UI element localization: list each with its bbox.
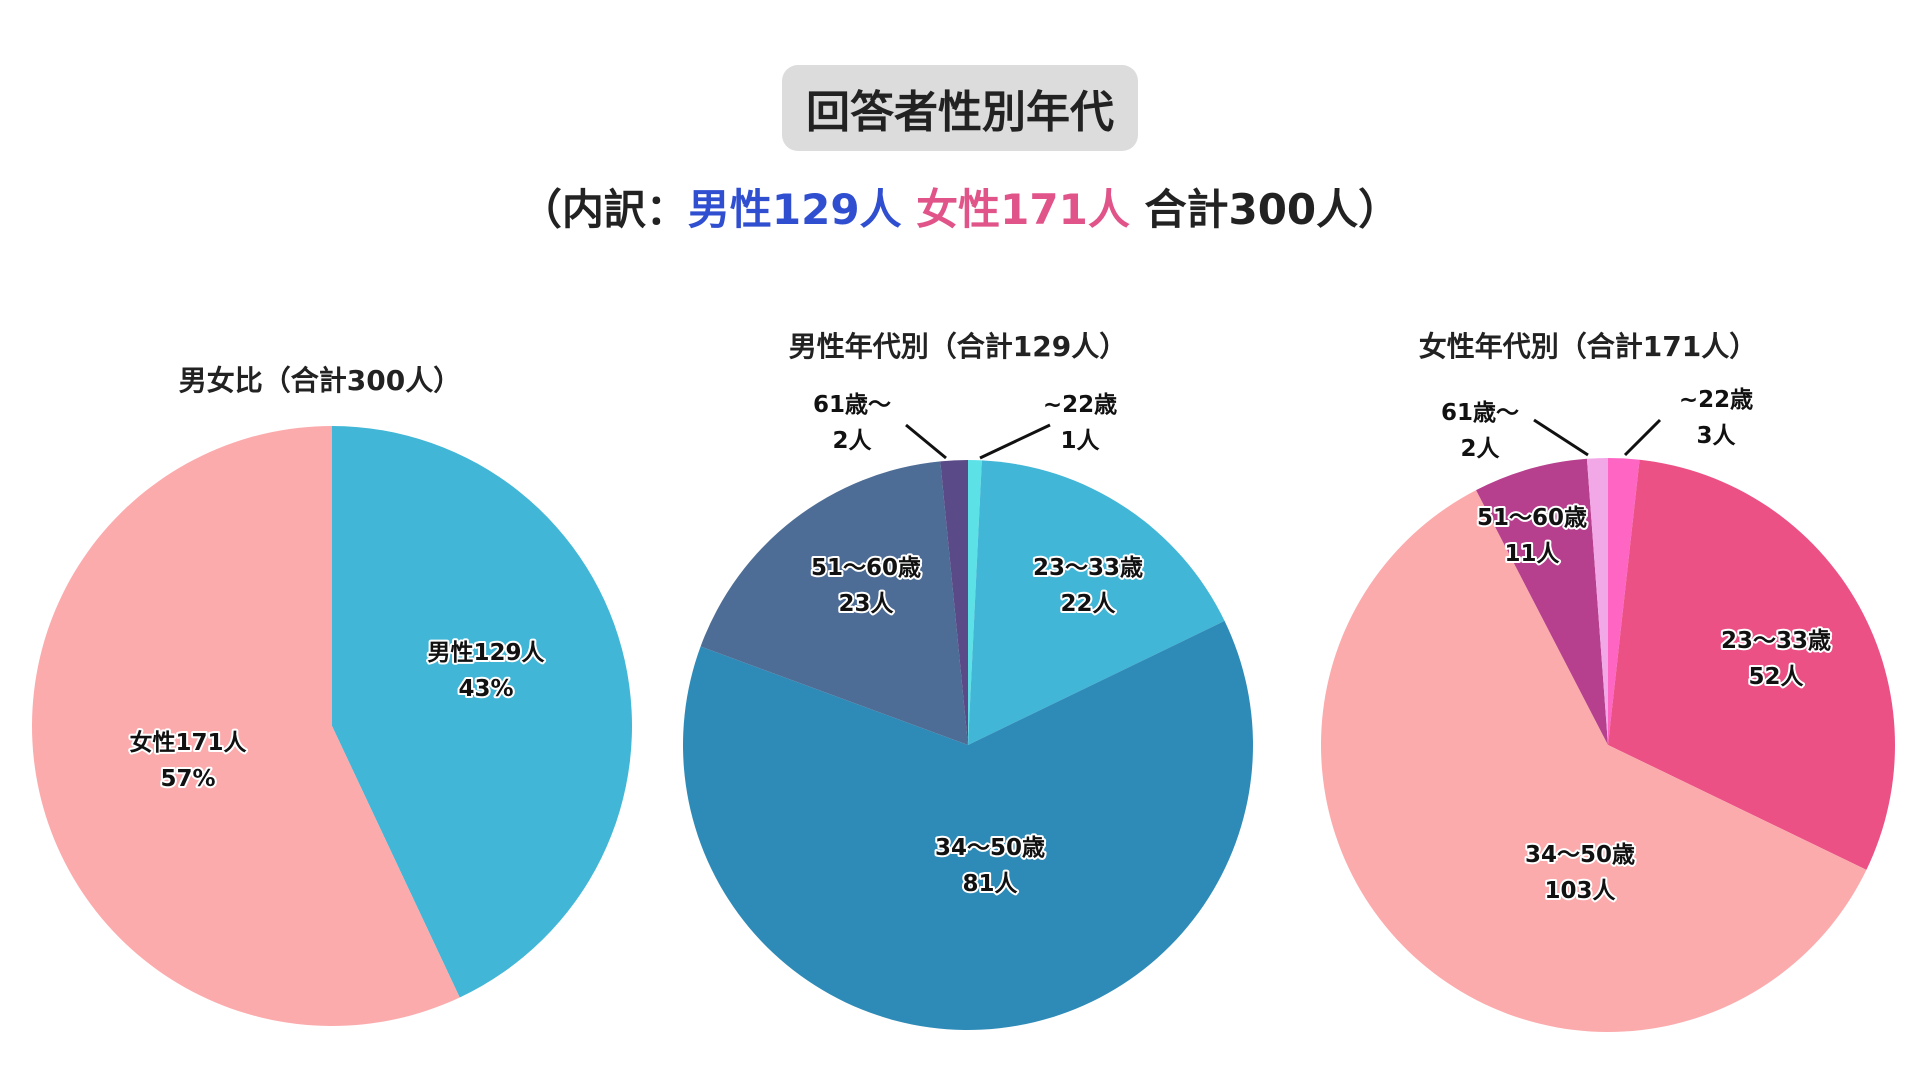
- leader-line: [905, 423, 947, 460]
- slice-label: 女性171人: [129, 729, 247, 756]
- leader-line: [1533, 418, 1589, 457]
- subtitle-open: （内訳：: [519, 185, 688, 234]
- slice-value-label: 1人: [1060, 428, 1100, 454]
- pie-slice: [940, 460, 968, 745]
- pie-title: 男女比（合計300人）: [179, 364, 461, 397]
- pie-slice: [1320, 490, 1867, 1032]
- slice-label: 51〜60歳: [1477, 505, 1587, 531]
- subtitle-total: 合計300人）: [1144, 185, 1401, 234]
- male-age-pie: 男性年代別（合計129人） ~22歳 1人 23〜33歳 22人 34〜50歳 81人 51〜…: [683, 330, 1254, 1031]
- pie-slice: [1608, 458, 1640, 745]
- subtitle-male: 男性129人: [687, 185, 902, 234]
- pie-title: 女性年代別（合計171人）: [1419, 330, 1757, 363]
- slice-value-label: 57%: [160, 766, 215, 792]
- pie-slice: [1608, 459, 1895, 870]
- page-subtitle: （内訳：男性129人 女性171人 合計300人）: [0, 176, 1920, 237]
- pie-slice: [968, 460, 1225, 745]
- slice-value-label: 2人: [832, 428, 872, 454]
- slice-label: 61歳〜: [813, 392, 891, 418]
- slice-value-label: 3人: [1696, 423, 1736, 449]
- slice-value-label: 23人: [838, 591, 894, 617]
- gender-ratio-pie: 男女比（合計300人） 男性129人 43% 女性171人 57%: [32, 364, 633, 1027]
- slice-value-label: 103人: [1544, 878, 1616, 904]
- slice-value-label: 43%: [458, 676, 513, 702]
- slice-value-label: 81人: [962, 871, 1018, 897]
- subtitle-female: 女性171人: [916, 185, 1130, 234]
- slice-label: ~22歳: [1043, 392, 1117, 418]
- slice-label: 51〜60歳: [811, 555, 921, 581]
- leader-line: [979, 423, 1051, 460]
- female-age-pie: 女性年代別（合計171人） ~22歳 3人 23〜33歳 52人 34〜50歳 103人 51…: [1320, 330, 1895, 1032]
- pie-title: 男性年代別（合計129人）: [789, 330, 1127, 363]
- slice-label: 34〜50歳: [1525, 842, 1635, 868]
- slice-label: 34〜50歳: [935, 835, 1045, 861]
- pie-slice: [700, 461, 968, 745]
- leader-line: [1623, 418, 1662, 457]
- page-title: 回答者性別年代: [782, 65, 1138, 151]
- slice-label: 23〜33歳: [1721, 628, 1831, 654]
- slice-label: 61歳〜: [1441, 400, 1519, 426]
- pie-slice: [968, 460, 982, 745]
- pie-slice: [332, 426, 633, 998]
- slice-value-label: 11人: [1504, 541, 1560, 567]
- slice-value-label: 2人: [1460, 436, 1500, 462]
- pie-slice: [1476, 458, 1608, 745]
- pie-slice: [683, 620, 1254, 1031]
- slice-label: ~22歳: [1679, 387, 1753, 413]
- pie-slice: [1586, 458, 1608, 745]
- pie-slice: [32, 426, 460, 1027]
- slice-value-label: 22人: [1060, 591, 1116, 617]
- slice-label: 23〜33歳: [1033, 555, 1143, 581]
- slice-label: 男性129人: [427, 640, 545, 666]
- slice-value-label: 52人: [1748, 664, 1804, 690]
